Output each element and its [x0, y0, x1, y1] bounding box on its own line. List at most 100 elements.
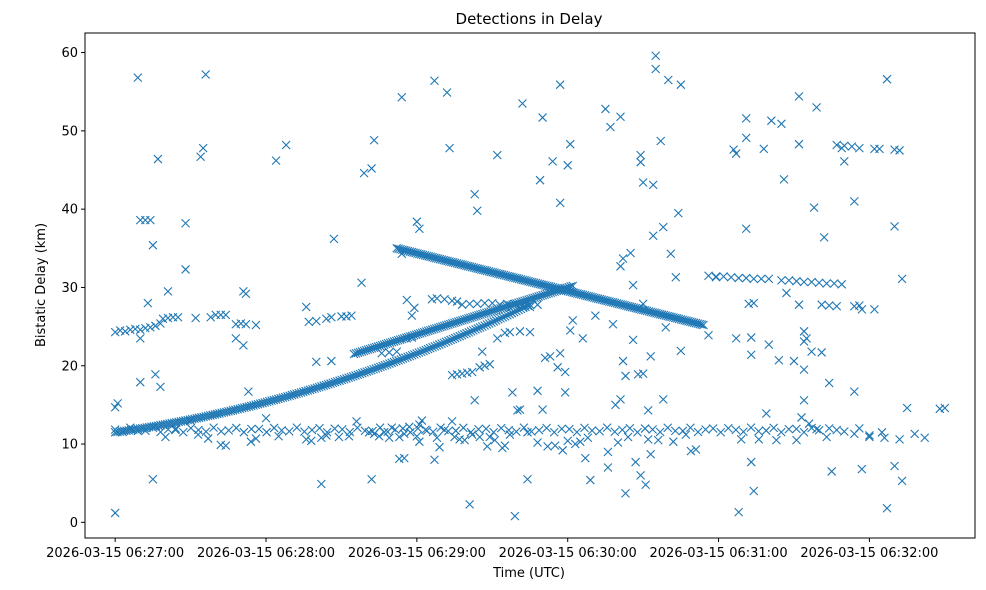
detection-point [587, 426, 597, 435]
detection-point [321, 314, 331, 324]
detection-point [890, 461, 899, 471]
detection-point [515, 405, 525, 414]
detection-point [560, 367, 570, 377]
detection-point [414, 420, 424, 429]
detection-point [610, 427, 620, 437]
detection-point [403, 352, 412, 362]
detection-point [777, 276, 786, 285]
detection-point [477, 347, 487, 357]
detection-point [643, 405, 653, 415]
detection-point [444, 336, 453, 346]
detection-point [792, 424, 801, 434]
detection-point [496, 423, 506, 433]
detection-point [498, 312, 508, 322]
detection-point [570, 439, 580, 449]
detection-point [511, 427, 521, 436]
detection-point [399, 453, 409, 463]
detection-point [446, 335, 456, 345]
detection-point [578, 333, 588, 343]
detection-point [865, 431, 874, 440]
detection-point [920, 433, 930, 443]
detection-point [812, 102, 821, 112]
detection-point [585, 475, 595, 485]
detection-point [734, 507, 744, 517]
detection-point [890, 221, 899, 231]
detection-point [510, 299, 520, 309]
detection-point [487, 298, 497, 308]
detection-point [648, 425, 657, 434]
detection-point [412, 349, 422, 358]
detection-point [472, 206, 482, 216]
detection-point [508, 387, 517, 397]
detection-point [311, 316, 321, 326]
y-tick-label: 30 [61, 281, 78, 296]
detection-point [467, 430, 477, 440]
detection-point [442, 88, 452, 97]
detection-point [749, 298, 759, 308]
detection-point [394, 355, 403, 365]
detection-point [510, 511, 520, 521]
detection-point [623, 432, 633, 442]
detection-point [371, 364, 381, 373]
detection-point [854, 301, 864, 310]
detection-point [557, 424, 567, 434]
detection-point [754, 434, 764, 444]
detection-point [518, 301, 527, 310]
detection-point [440, 294, 449, 304]
detection-point [754, 426, 763, 436]
detection-point [746, 457, 756, 467]
detection-point [716, 427, 726, 437]
detection-point [812, 424, 821, 434]
detection-point [416, 347, 426, 357]
detection-point [638, 369, 648, 378]
detection-point [423, 344, 433, 354]
detection-point [761, 426, 771, 435]
detection-point [814, 425, 824, 435]
detection-point [693, 427, 703, 437]
detection-point [201, 70, 211, 79]
detection-point [849, 196, 859, 206]
detection-point [307, 425, 317, 435]
detection-point [389, 357, 399, 367]
detection-point [648, 231, 658, 241]
detection-point [414, 224, 424, 234]
detection-point [870, 304, 879, 314]
detection-point [474, 424, 483, 434]
detection-point [799, 326, 809, 336]
detection-point [133, 426, 143, 436]
detection-point [608, 319, 618, 329]
detection-point [505, 430, 515, 440]
detection-point [500, 441, 510, 451]
detection-point [191, 313, 201, 323]
detection-point [749, 486, 759, 496]
detection-point [384, 348, 394, 357]
detection-point [457, 300, 467, 310]
detection-point [470, 395, 480, 405]
detection-point [145, 322, 155, 332]
detection-point [756, 274, 766, 284]
detection-point [382, 360, 392, 369]
detection-point [523, 474, 532, 484]
detection-point [847, 142, 857, 151]
detection-point [460, 435, 470, 445]
detection-point [824, 423, 834, 433]
detection-point [369, 135, 379, 145]
detection-point [274, 431, 283, 441]
detection-point [163, 424, 173, 434]
detection-point [618, 254, 628, 263]
detection-point [764, 340, 774, 350]
detection-point [540, 353, 550, 363]
detection-point [448, 334, 458, 344]
detection-point [306, 436, 316, 446]
detection-point [822, 279, 832, 288]
detection-point [120, 326, 130, 336]
detection-point [473, 324, 483, 333]
detection-point [555, 198, 565, 208]
detection-point [304, 317, 314, 327]
detection-point [489, 427, 499, 437]
detection-point [789, 356, 799, 366]
detection-point [535, 175, 545, 185]
detection-point [196, 152, 206, 162]
detection-point [480, 361, 490, 371]
